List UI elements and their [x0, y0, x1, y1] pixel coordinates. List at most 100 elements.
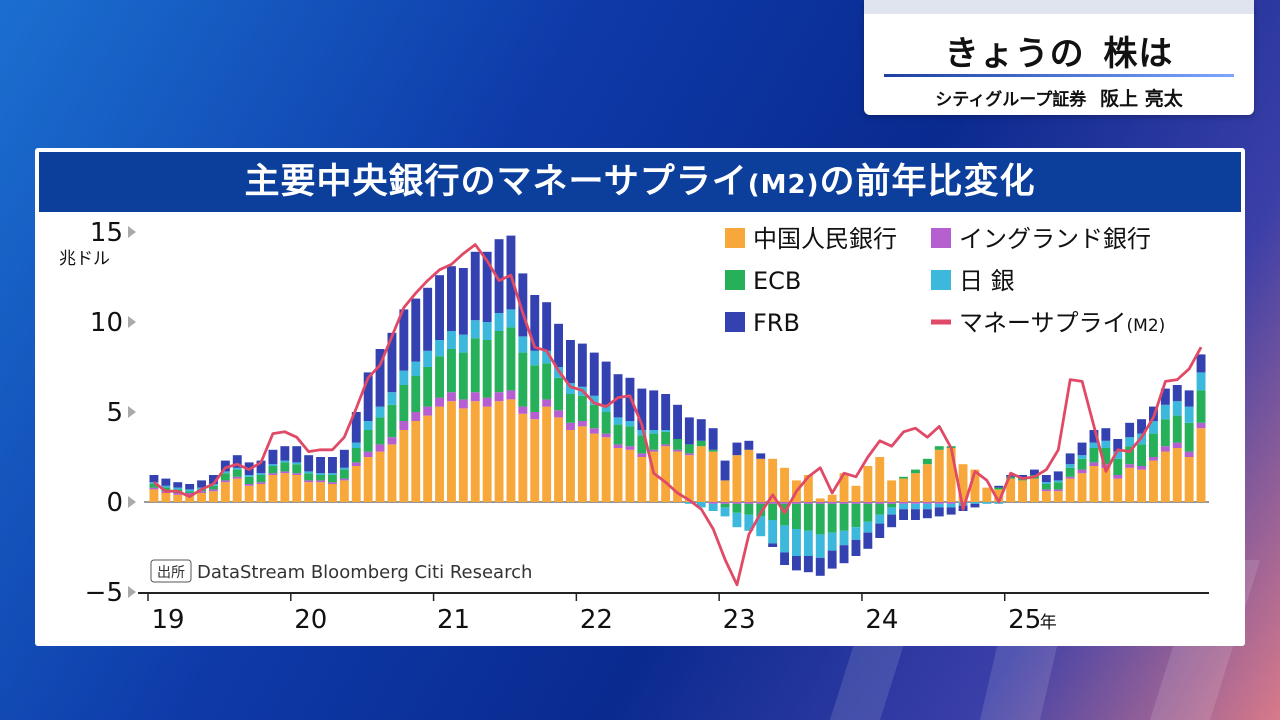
bar-ecb — [542, 363, 552, 400]
bar-frb — [815, 557, 825, 576]
bar-ecb — [411, 376, 421, 412]
bar-pboc — [435, 406, 444, 502]
x-tick-label: 19 — [151, 605, 184, 635]
bar-boe — [280, 471, 290, 474]
source-label-box — [150, 559, 192, 583]
y-tick-label: 15 — [90, 218, 123, 248]
bar-frb — [1125, 422, 1135, 438]
bar-ecb — [744, 503, 754, 515]
bar-frb — [922, 509, 932, 519]
bar-frb — [423, 287, 433, 351]
bar-pboc — [1125, 467, 1135, 502]
bar-boe — [447, 392, 456, 402]
bar-pboc — [1041, 491, 1051, 502]
bar-frb — [554, 323, 563, 367]
bar-pboc — [827, 494, 837, 502]
legend-swatch-pboc — [725, 228, 745, 248]
bar-ecb — [851, 503, 861, 528]
bar-ecb — [339, 469, 349, 479]
y-tick-arrow — [128, 586, 136, 598]
bar-ecb — [506, 327, 516, 391]
bar-boe — [387, 437, 397, 445]
bar-ecb — [792, 503, 801, 529]
bar-boj — [815, 534, 825, 558]
bar-boe — [173, 493, 183, 495]
bar-pboc — [292, 475, 302, 502]
bar-pboc — [220, 482, 230, 502]
bar-boj — [423, 350, 433, 367]
bar-boj — [518, 336, 528, 353]
bar-boe — [363, 451, 373, 457]
bar-pboc — [815, 498, 825, 502]
bar-pboc — [875, 457, 885, 502]
bar-frb — [518, 273, 528, 337]
bar-frb — [899, 509, 908, 520]
bar-boj — [768, 520, 778, 544]
bar-ecb — [387, 404, 397, 438]
bar-pboc — [494, 401, 504, 502]
chart-title-main: 主要中央銀行のマネーサプライ — [244, 162, 748, 202]
bar-pboc — [280, 473, 290, 502]
bar-pboc — [839, 473, 849, 502]
bar-pboc — [1160, 451, 1170, 502]
bar-boe — [149, 487, 159, 490]
bar-pboc — [566, 430, 575, 502]
bar-boe — [1125, 464, 1135, 468]
bar-frb — [494, 239, 504, 313]
bar-pboc — [1101, 467, 1111, 502]
y-tick-arrow — [128, 406, 136, 418]
bar-boe — [649, 449, 659, 452]
bar-frb — [1030, 469, 1039, 475]
bar-frb — [1053, 471, 1063, 481]
bar-boj — [244, 475, 254, 477]
bar-ecb — [994, 487, 1004, 490]
bar-ecb — [185, 491, 195, 493]
bar-boe — [851, 502, 861, 504]
bar-frb — [1160, 388, 1170, 405]
chart-title: 主要中央銀行のマネーサプライ(M2)の前年比変化 — [39, 152, 1241, 212]
bar-boe — [316, 480, 325, 483]
bar-ecb — [780, 503, 789, 526]
y-tick-label: −5 — [85, 578, 123, 608]
bar-boe — [339, 478, 349, 481]
bar-ecb — [1113, 458, 1123, 475]
bar-boj — [732, 512, 742, 528]
bar-boj — [887, 507, 897, 515]
bar-pboc — [720, 480, 730, 502]
bar-boe — [780, 502, 789, 504]
bar-frb — [911, 509, 920, 520]
legend-label-m2: マネーサプライ(M2) — [959, 309, 1165, 337]
bar-pboc — [899, 478, 908, 502]
bar-boe — [1089, 462, 1099, 466]
bar-boe — [1041, 489, 1051, 492]
bar-boe — [256, 482, 266, 484]
bar-frb — [601, 361, 611, 405]
bar-boe — [435, 397, 444, 407]
bar-pboc — [268, 475, 278, 502]
bar-frb — [863, 532, 873, 549]
bar-frb — [1077, 442, 1087, 456]
bar-boe — [875, 502, 885, 504]
x-tick-label: 20 — [294, 605, 327, 635]
bar-frb — [530, 295, 540, 351]
bar-boe — [399, 421, 409, 430]
bar-ecb — [363, 430, 373, 452]
bar-ecb — [209, 485, 218, 490]
program-title-b: 株は — [1103, 34, 1174, 74]
bar-ecb — [649, 433, 659, 450]
bar-pboc — [994, 489, 1004, 502]
bar-boj — [696, 502, 706, 508]
bar-frb — [1065, 453, 1075, 465]
bar-frb — [1101, 428, 1111, 441]
bar-ecb — [447, 349, 456, 393]
bar-pboc — [506, 399, 516, 502]
bar-pboc — [542, 406, 552, 502]
bar-boe — [185, 493, 195, 495]
bar-boe — [375, 444, 385, 452]
bar-pboc — [708, 451, 718, 502]
chart-title-tail: の前年比変化 — [819, 162, 1036, 202]
bar-boj — [506, 309, 516, 328]
bar-pboc — [625, 449, 635, 502]
bar-frb — [1113, 439, 1123, 452]
bar-pboc — [768, 458, 778, 502]
